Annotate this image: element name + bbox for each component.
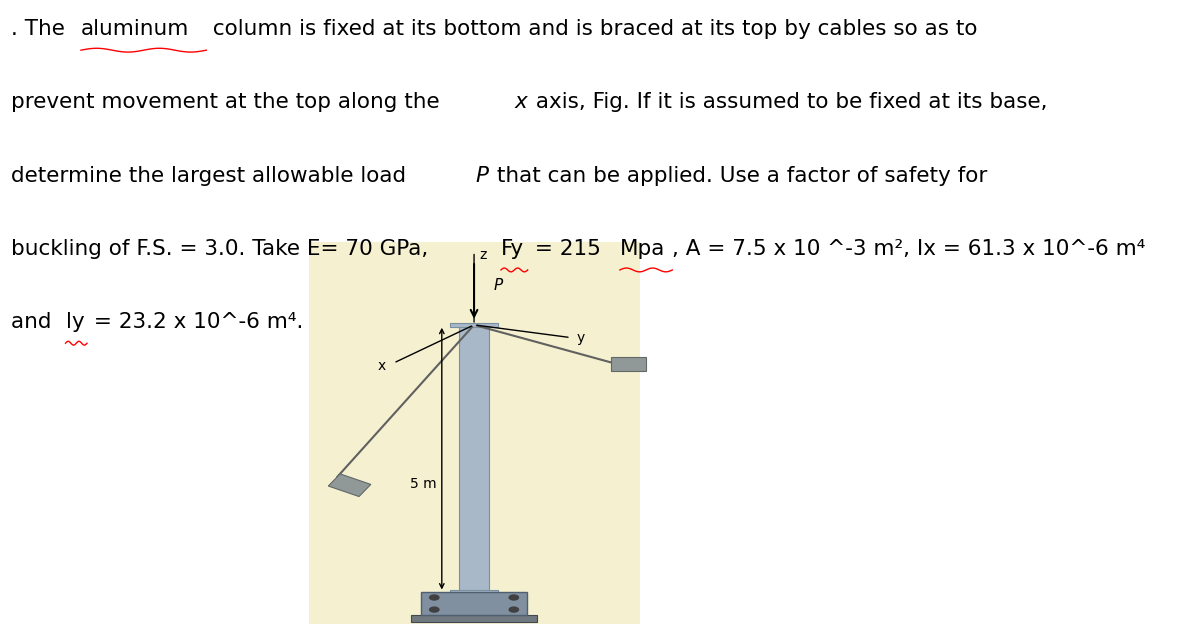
Text: buckling of F.S. = 3.0. Take E= 70 GPa,: buckling of F.S. = 3.0. Take E= 70 GPa, xyxy=(11,239,434,259)
Bar xyxy=(308,242,640,624)
Bar xyxy=(329,474,371,497)
Text: x: x xyxy=(377,359,385,373)
Text: column is fixed at its bottom and is braced at its top by cables so as to: column is fixed at its bottom and is bra… xyxy=(206,19,978,39)
Text: determine the largest allowable load: determine the largest allowable load xyxy=(11,166,413,185)
Circle shape xyxy=(428,594,439,601)
Text: x: x xyxy=(514,92,527,112)
Bar xyxy=(421,592,527,615)
Text: axis, Fig. If it is assumed to be fixed at its base,: axis, Fig. If it is assumed to be fixed … xyxy=(529,92,1048,112)
Text: . The: . The xyxy=(11,19,72,39)
Text: , A = 7.5 x 10 ^-3 m², Ix = 61.3 x 10^-6 m⁴: , A = 7.5 x 10 ^-3 m², Ix = 61.3 x 10^-6… xyxy=(672,239,1146,259)
Bar xyxy=(410,615,538,622)
Circle shape xyxy=(428,606,439,613)
Text: prevent movement at the top along the: prevent movement at the top along the xyxy=(11,92,446,112)
Circle shape xyxy=(509,606,520,613)
Bar xyxy=(460,325,490,592)
Text: ly: ly xyxy=(66,312,84,332)
Text: Mpa: Mpa xyxy=(620,239,665,259)
Text: and: and xyxy=(11,312,58,332)
Text: 5 m: 5 m xyxy=(410,477,437,491)
Text: z: z xyxy=(480,248,487,262)
Bar xyxy=(450,323,498,327)
Circle shape xyxy=(509,594,520,601)
Bar xyxy=(611,357,647,371)
Text: Fy: Fy xyxy=(500,239,524,259)
Text: P: P xyxy=(493,278,503,292)
Text: that can be applied. Use a factor of safety for: that can be applied. Use a factor of saf… xyxy=(491,166,988,185)
Text: = 23.2 x 10^-6 m⁴.: = 23.2 x 10^-6 m⁴. xyxy=(88,312,304,332)
Text: = 215: = 215 xyxy=(528,239,607,259)
Bar xyxy=(450,590,498,594)
Text: aluminum: aluminum xyxy=(80,19,190,39)
Text: P: P xyxy=(475,166,488,185)
Text: y: y xyxy=(576,331,584,345)
